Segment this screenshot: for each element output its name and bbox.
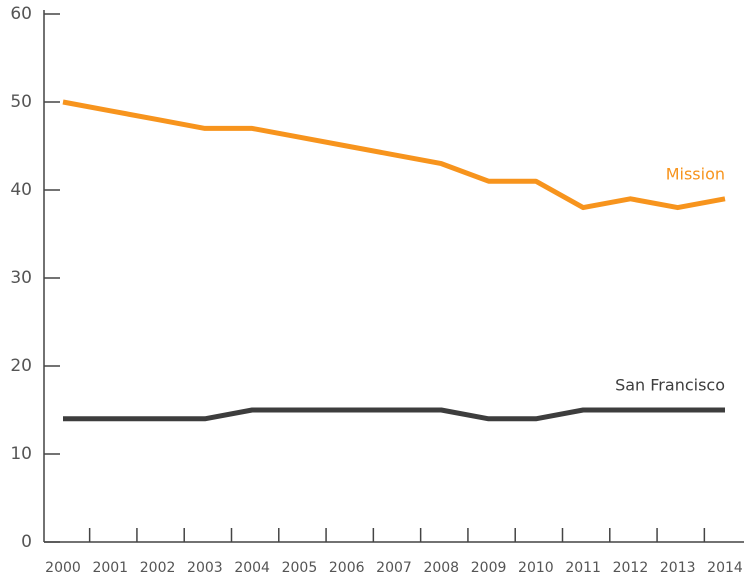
y-tick-label: 0 (21, 532, 32, 552)
x-tick-label: 2014 (707, 560, 743, 576)
y-tick-label: 40 (10, 180, 32, 200)
x-tick-label: 2011 (565, 560, 601, 576)
x-tick-label: 2010 (518, 560, 554, 576)
x-tick-label: 2005 (282, 560, 318, 576)
y-tick-label: 20 (10, 356, 32, 376)
y-tick-label: 30 (10, 268, 32, 288)
series-line (63, 407, 725, 422)
x-tick-label: 2008 (423, 560, 459, 576)
x-tick-label: 2000 (45, 560, 81, 576)
x-tick-label: 2003 (187, 560, 223, 576)
series-label: San Francisco (615, 376, 725, 395)
y-tick-label: 50 (10, 92, 32, 112)
y-tick-label: 60 (10, 4, 32, 24)
x-tick-label: 2007 (376, 560, 412, 576)
x-tick-label: 2012 (613, 560, 649, 576)
series-line (62, 99, 726, 211)
x-tick-label: 2013 (660, 560, 696, 576)
x-tick-label: 2009 (471, 560, 507, 576)
x-tick-label: 2002 (140, 560, 176, 576)
x-tick-label: 2001 (92, 560, 128, 576)
x-tick-label: 2004 (234, 560, 270, 576)
x-tick-label: 2006 (329, 560, 365, 576)
y-tick-label: 10 (10, 444, 32, 464)
series-label: Mission (666, 164, 725, 183)
